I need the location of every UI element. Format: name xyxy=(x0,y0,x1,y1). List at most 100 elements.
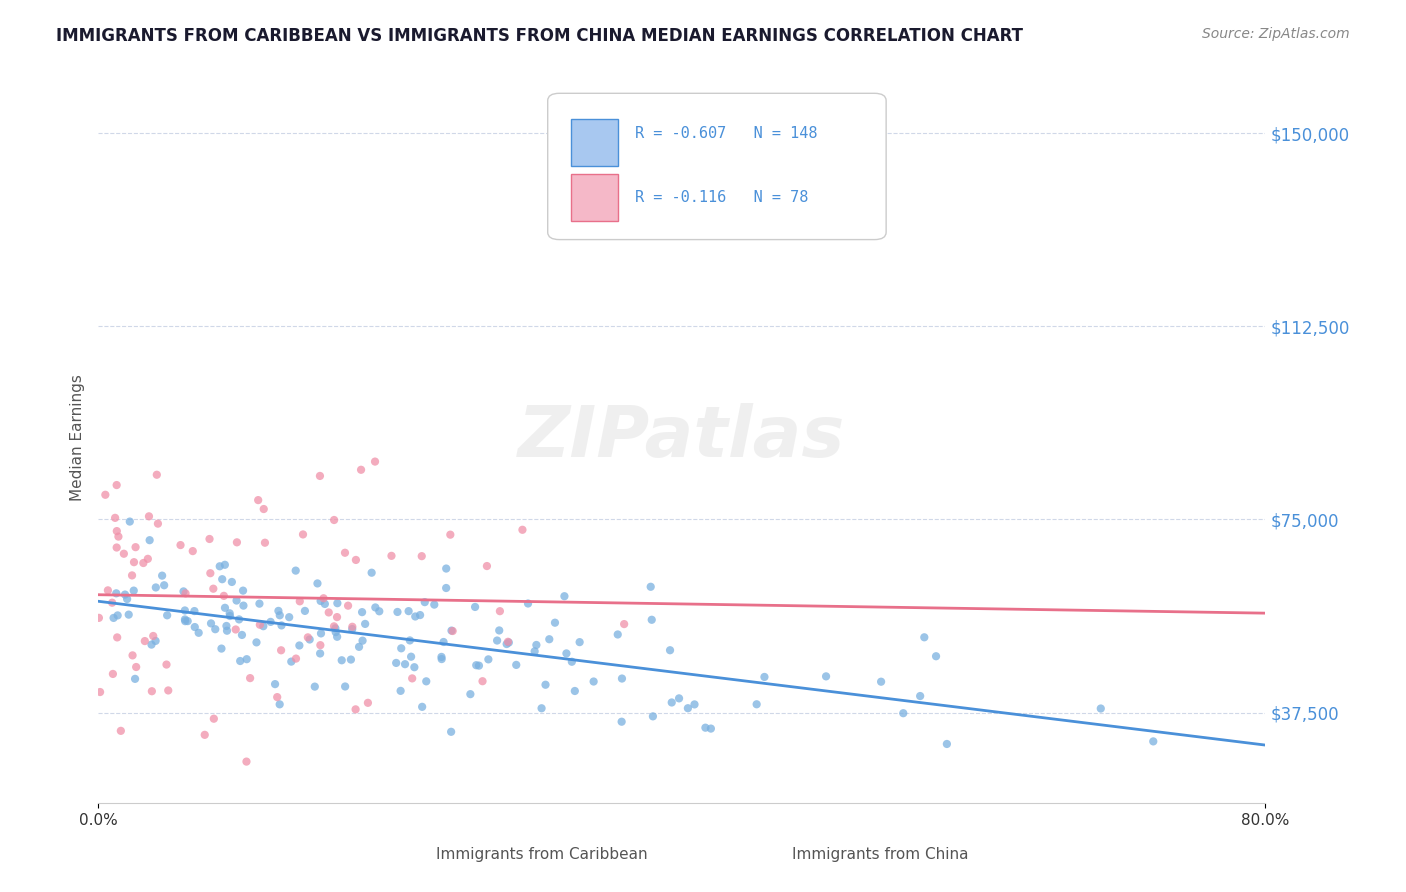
Point xyxy=(534,678,557,692)
Point xyxy=(477,652,499,666)
Point xyxy=(439,527,461,541)
Point xyxy=(294,604,316,618)
Text: IMMIGRANTS FROM CARIBBEAN VS IMMIGRANTS FROM CHINA MEDIAN EARNINGS CORRELATION C: IMMIGRANTS FROM CARIBBEAN VS IMMIGRANTS … xyxy=(56,27,1024,45)
Point xyxy=(124,672,146,686)
FancyBboxPatch shape xyxy=(548,94,886,240)
Point xyxy=(676,701,699,715)
Point xyxy=(935,737,957,751)
Point xyxy=(512,523,534,537)
Point xyxy=(107,608,129,623)
Point xyxy=(891,706,914,721)
Point xyxy=(344,553,367,567)
FancyBboxPatch shape xyxy=(571,174,617,221)
Point xyxy=(641,709,664,723)
Point xyxy=(496,634,519,648)
Point xyxy=(87,611,110,625)
Point xyxy=(326,610,349,624)
Point xyxy=(153,578,176,592)
Point xyxy=(399,633,422,648)
Point xyxy=(430,652,453,666)
Point xyxy=(505,657,527,672)
Point xyxy=(138,509,160,524)
Point xyxy=(401,672,423,686)
Point xyxy=(169,538,191,552)
Text: Immigrants from China: Immigrants from China xyxy=(792,847,969,862)
Point xyxy=(194,728,217,742)
Point xyxy=(112,547,135,561)
Point xyxy=(284,564,307,578)
Point xyxy=(524,638,547,652)
Point xyxy=(610,714,633,729)
Point xyxy=(325,625,347,640)
Point xyxy=(641,613,664,627)
Point xyxy=(309,647,332,661)
Point xyxy=(488,624,510,638)
Point xyxy=(145,634,167,648)
Point xyxy=(613,617,636,632)
Point xyxy=(204,622,226,636)
Point xyxy=(364,454,387,468)
Point xyxy=(142,629,165,643)
Point xyxy=(423,598,446,612)
Point xyxy=(118,515,141,529)
Point xyxy=(683,698,706,712)
Point xyxy=(247,493,270,508)
Point xyxy=(264,677,287,691)
Point xyxy=(211,641,233,656)
Point xyxy=(357,696,380,710)
Point xyxy=(326,630,349,644)
Point xyxy=(475,559,498,574)
Point xyxy=(553,589,575,603)
Point xyxy=(105,541,128,555)
Point xyxy=(908,689,931,703)
Point xyxy=(253,535,276,549)
Point xyxy=(104,511,127,525)
Point xyxy=(105,631,128,645)
Point xyxy=(489,604,512,618)
Point xyxy=(208,559,231,574)
Point xyxy=(105,478,128,492)
Point xyxy=(340,652,363,666)
Point xyxy=(523,644,546,658)
Point xyxy=(215,624,238,638)
Point xyxy=(471,674,494,689)
Point xyxy=(661,696,683,710)
Point xyxy=(221,574,243,589)
Point xyxy=(235,755,257,769)
Point xyxy=(307,576,329,591)
Point xyxy=(229,654,252,668)
Point xyxy=(157,683,180,698)
Point xyxy=(815,669,838,683)
Point xyxy=(432,635,454,649)
Point xyxy=(288,639,311,653)
Point xyxy=(413,595,436,609)
Point xyxy=(141,684,163,698)
Point xyxy=(235,652,257,666)
Point xyxy=(269,608,291,623)
Point xyxy=(404,609,426,624)
Point xyxy=(225,623,247,637)
Point xyxy=(253,502,276,516)
Point xyxy=(145,581,167,595)
Point xyxy=(415,674,437,689)
Point xyxy=(350,463,373,477)
Point xyxy=(314,597,336,611)
Point xyxy=(434,561,457,575)
Point xyxy=(156,608,179,623)
Point xyxy=(352,605,374,619)
Point xyxy=(173,603,195,617)
Point xyxy=(214,558,236,572)
Point xyxy=(326,596,349,610)
Point xyxy=(398,604,420,618)
Point xyxy=(333,680,356,694)
Point xyxy=(498,635,520,649)
Point xyxy=(218,607,240,621)
Point xyxy=(337,599,360,613)
Point xyxy=(101,667,124,681)
Point xyxy=(187,625,209,640)
Text: R = -0.116   N = 78: R = -0.116 N = 78 xyxy=(636,190,808,204)
Point xyxy=(399,649,422,664)
Point xyxy=(136,551,159,566)
Point xyxy=(107,530,129,544)
Point xyxy=(606,627,628,641)
